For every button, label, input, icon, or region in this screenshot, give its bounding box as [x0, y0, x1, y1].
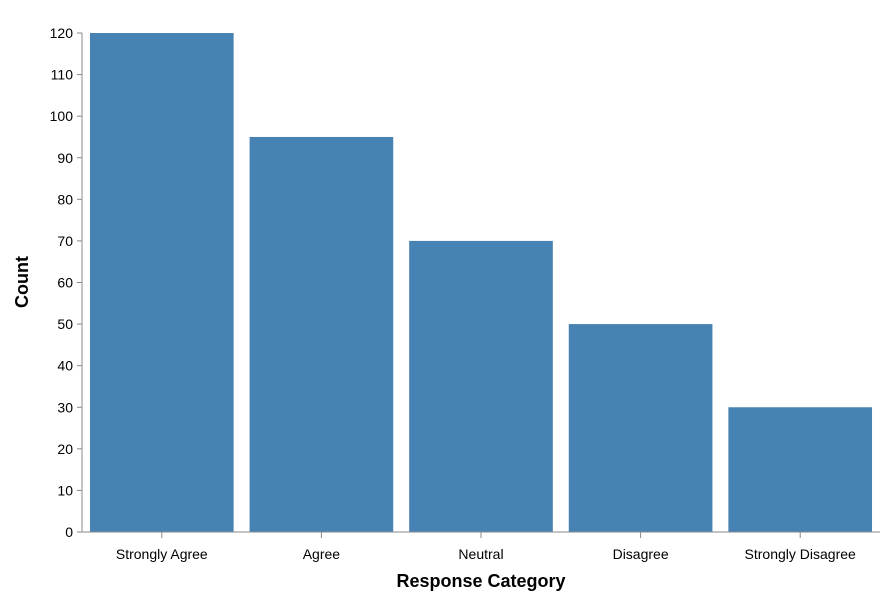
y-tick-label: 0: [65, 524, 73, 540]
y-axis-title: Count: [12, 256, 32, 308]
y-tick-label: 90: [57, 150, 73, 166]
x-tick-label: Disagree: [613, 546, 669, 562]
y-tick-label: 110: [51, 67, 74, 83]
y-axis: 0 10 20 30 40 50 60 70 80 90 100 110 120: [50, 25, 83, 540]
x-tick-label: Neutral: [458, 546, 503, 562]
bar-disagree: [568, 324, 713, 532]
y-tick-label: 10: [57, 482, 73, 498]
x-axis-title: Response Category: [396, 571, 565, 591]
y-tick-label: 50: [57, 316, 73, 332]
x-tick-label: Strongly Agree: [116, 546, 208, 562]
bar-agree: [249, 136, 394, 533]
y-tick-label: 100: [50, 108, 74, 124]
y-tick-label: 40: [57, 358, 73, 374]
y-tick-label: 60: [57, 275, 73, 291]
y-tick-label: 30: [57, 399, 73, 415]
y-tick-label: 120: [50, 25, 74, 41]
y-tick-label: 80: [57, 191, 73, 207]
y-tick-label: 20: [57, 441, 73, 457]
bars-group: [89, 33, 873, 533]
x-tick-label: Agree: [303, 546, 341, 562]
bar-neutral: [409, 240, 553, 532]
bar-strongly-agree: [89, 33, 234, 532]
x-axis: Strongly Agree Agree Neutral Disagree Strong…: [82, 531, 880, 562]
x-tick-label: Strongly Disagree: [745, 546, 856, 562]
bar-strongly-disagree: [728, 407, 873, 532]
y-tick-label: 70: [57, 233, 73, 249]
